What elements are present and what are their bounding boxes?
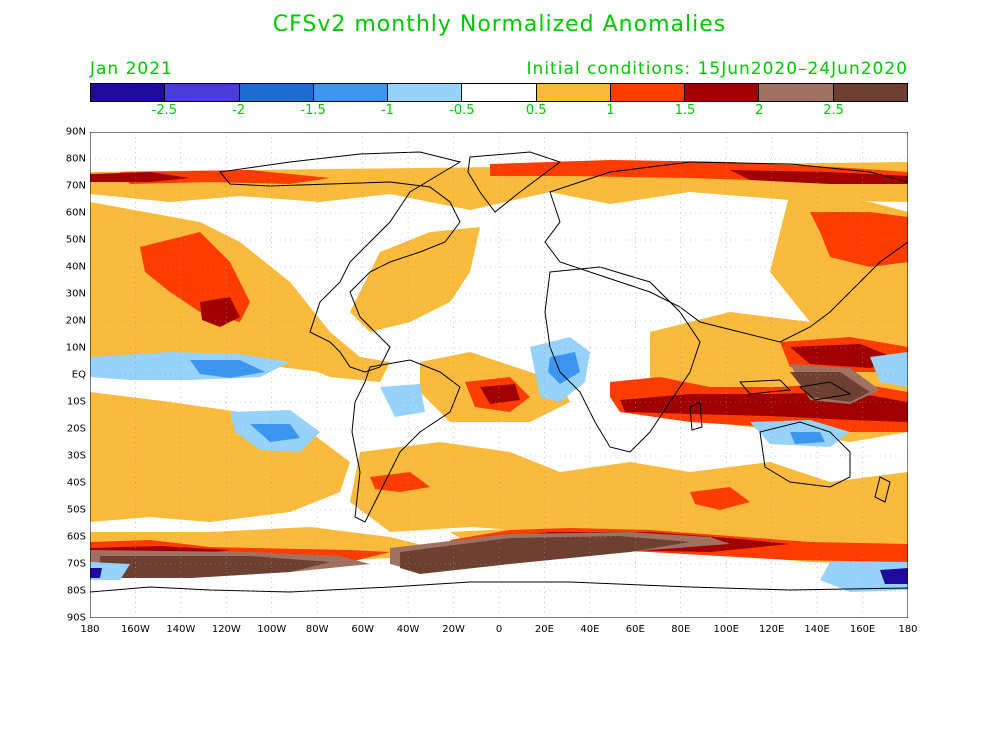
latitude-label: 30S	[66, 450, 86, 462]
latitude-label: EQ	[71, 369, 86, 381]
legend-swatch	[685, 84, 760, 101]
anomaly-band-neg-1-1.5	[190, 352, 825, 444]
legend-label: 1.5	[674, 103, 696, 118]
legend-label: -1	[380, 103, 394, 118]
longitude-label: 180	[80, 624, 100, 635]
legend-label: -0.5	[449, 103, 475, 118]
longitude-label: 180	[898, 624, 918, 635]
color-legend-bar	[90, 83, 908, 102]
longitude-label: 80E	[671, 624, 691, 635]
legend-label: 1	[606, 103, 615, 118]
latitude-label: 50S	[66, 504, 86, 516]
legend-swatch	[313, 84, 389, 101]
latitude-label: 20S	[66, 423, 86, 435]
latitude-label: 60S	[66, 531, 86, 543]
legend-swatch	[165, 84, 240, 101]
longitude-label: 20E	[534, 624, 554, 635]
longitude-label: 40E	[580, 624, 600, 635]
anomaly-band-neg-2-2.5	[90, 568, 908, 584]
longitude-axis: 180 160W 140W 120W 100W 80W 60W 40W 20W 0 20E 40E 60…	[80, 624, 917, 638]
latitude-label: 70S	[66, 558, 86, 570]
legend-swatch	[833, 84, 907, 101]
latitude-label: 90S	[66, 612, 86, 624]
legend-label: 2	[755, 103, 764, 118]
latitude-label: 10S	[66, 396, 86, 408]
latitude-label: 80S	[66, 585, 86, 597]
longitude-label: 80W	[305, 624, 329, 635]
legend-label: -2	[232, 103, 246, 118]
legend-swatch	[239, 84, 314, 101]
anomaly-map	[90, 132, 908, 618]
latitude-label: 30N	[65, 288, 86, 300]
longitude-label: 60E	[625, 624, 645, 635]
latitude-axis: 90N 80N 70N 60N 50N 40N 30N 20N 10N EQ 10S 20S 30S 40…	[52, 127, 88, 624]
latitude-label: 10N	[65, 342, 86, 354]
valid-month-label: Jan 2021	[90, 59, 173, 79]
longitude-label: 160W	[120, 624, 150, 635]
latitude-label: 70N	[65, 180, 86, 192]
longitude-label: 0	[495, 624, 503, 635]
latitude-label: 60N	[65, 207, 86, 219]
legend-label: 0.5	[525, 103, 547, 118]
anomaly-map-svg	[90, 132, 908, 618]
latitude-label: 20N	[65, 315, 86, 327]
latitude-label: 40N	[65, 261, 86, 273]
legend-swatch	[759, 84, 834, 101]
legend-swatch	[462, 84, 537, 101]
longitude-label: 140W	[166, 624, 196, 635]
legend-swatch	[388, 84, 463, 101]
color-legend-labels: -2.5 -2 -1.5 -1 -0.5 0.5 1 1.5 2 2.5	[90, 103, 908, 123]
latitude-label: 80N	[65, 153, 86, 165]
latitude-label: 40S	[66, 477, 86, 489]
graticule	[90, 132, 908, 618]
latitude-label: 50N	[65, 234, 86, 246]
longitude-label: 160E	[849, 624, 876, 635]
longitude-label: 60W	[351, 624, 374, 635]
initial-conditions-label: Initial conditions: 15Jun2020–24Jun2020	[526, 59, 908, 79]
latitude-label: 90N	[65, 126, 86, 138]
longitude-label: 40W	[396, 624, 420, 635]
longitude-label: 140E	[804, 624, 830, 635]
legend-swatch	[536, 84, 611, 101]
legend-swatch	[91, 84, 166, 101]
legend-label: -1.5	[300, 103, 326, 118]
longitude-label: 120W	[211, 624, 241, 635]
longitude-label: 100W	[257, 624, 287, 635]
legend-label: 2.5	[823, 103, 844, 118]
longitude-label: 20W	[442, 624, 465, 635]
anomaly-band-over-2.5	[100, 372, 870, 578]
legend-label: -2.5	[151, 103, 178, 118]
legend-swatch	[610, 84, 686, 101]
chart-title: CFSv2 monthly Normalized Anomalies	[272, 12, 727, 37]
longitude-label: 100E	[713, 624, 739, 635]
longitude-label: 120E	[758, 624, 785, 635]
